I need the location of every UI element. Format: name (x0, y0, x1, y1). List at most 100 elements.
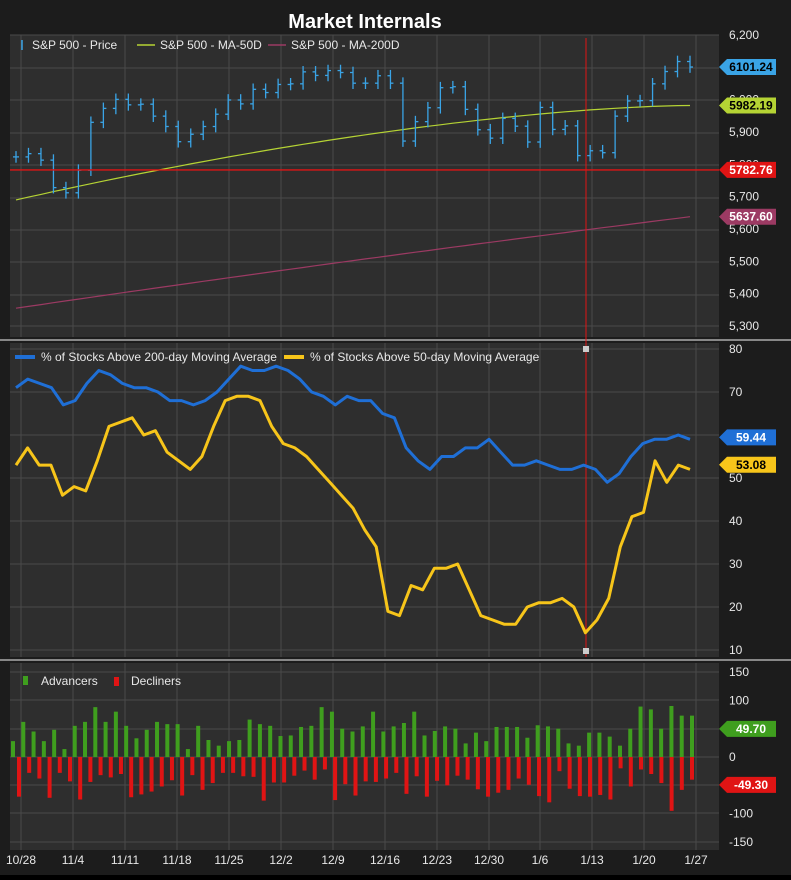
decliner-bar (567, 757, 572, 789)
price-y-tick-label: 5,600 (729, 222, 759, 236)
marker-value-tag-bg (719, 161, 776, 178)
advancer-bar (340, 728, 345, 757)
price-value-tag-text: 6101.24 (729, 60, 773, 74)
advancer-bar (473, 732, 478, 757)
decliner-bar (516, 757, 521, 779)
decliner-bar (649, 757, 654, 774)
breadth-y-tick-label: 20 (729, 600, 743, 614)
x-tick-label: 12/2 (269, 853, 293, 867)
decliner-bar (17, 757, 21, 797)
decliner-bar (557, 757, 562, 772)
advancer-bar (227, 741, 232, 757)
legend-pct200-label: % of Stocks Above 200-day Moving Average (41, 350, 277, 364)
advancer-bar (309, 725, 314, 757)
decliner-bar (384, 757, 389, 779)
ma50-value-tag: 5982.19 (719, 97, 776, 114)
decliner-bar (669, 757, 674, 811)
ma200-value-tag: 5637.60 (719, 208, 776, 225)
legend-pct50-label: % of Stocks Above 50-day Moving Average (310, 350, 540, 364)
decliner-bar (251, 757, 256, 777)
decliner-bar (57, 757, 62, 773)
advancer-bar (453, 728, 458, 757)
ma50-value-tag-bg (719, 97, 776, 114)
decliner-bar (679, 757, 684, 790)
advancer-bar (360, 726, 365, 757)
x-tick-label: 1/20 (632, 853, 656, 867)
advancer-bar (484, 741, 489, 757)
advancer-bar (103, 721, 108, 757)
pct200-value-tag-bg (719, 429, 776, 446)
advancer-bar (391, 726, 396, 757)
advancer-bar (52, 729, 57, 757)
adv-y-tick-label: 100 (729, 693, 749, 707)
decliner-bar (200, 757, 205, 790)
decliner-bar (608, 757, 613, 800)
breadth-y-tick-label: 30 (729, 557, 743, 571)
advancer-bar (669, 706, 674, 757)
advancer-bar (525, 737, 530, 757)
advancer-bar (268, 725, 273, 757)
advancer-bar (257, 724, 262, 757)
decliners-value-tag-text: -49.30 (734, 778, 768, 792)
decliner-bar (465, 757, 470, 780)
decliners-value-tag-bg (719, 776, 776, 793)
breadth-y-tick-label: 40 (729, 514, 743, 528)
decliner-bar (271, 757, 276, 783)
marker-value-tag: 5782.76 (719, 161, 776, 178)
adv-y-tick-label: -150 (729, 835, 753, 849)
adv-y-tick-label: 0 (729, 750, 736, 764)
advancer-bar (494, 726, 499, 757)
advancer-bar (21, 721, 26, 757)
decliner-bar (108, 757, 113, 778)
price-y-tick-label: 5,700 (729, 190, 759, 204)
advancer-bar (155, 721, 160, 757)
chart-title: Market Internals (288, 11, 441, 33)
legend-decliners-label: Decliners (131, 674, 181, 688)
decliner-bar (506, 757, 511, 790)
price-y-tick-label: 5,900 (729, 125, 759, 139)
advancer-bar (504, 726, 509, 757)
decliner-bar (475, 757, 480, 790)
advancers-value-tag-bg (719, 720, 776, 737)
decliner-bar (302, 757, 307, 771)
x-tick-label: 12/30 (474, 853, 504, 867)
advancer-bar (175, 724, 180, 757)
advancer-bar (134, 738, 139, 757)
advancer-bar (648, 709, 653, 757)
advancer-bar (278, 736, 283, 757)
advancer-bar (31, 731, 36, 757)
decliner-bar (139, 757, 144, 795)
decliner-bar (118, 757, 123, 774)
decliner-bar (98, 757, 103, 776)
decliner-bar (220, 757, 225, 773)
decliner-bar (353, 757, 358, 796)
decliner-bar (577, 757, 582, 797)
pct50-value-tag: 53.08 (719, 456, 776, 473)
price-panel (10, 35, 719, 337)
decliner-bar (598, 757, 603, 795)
decliner-bar (424, 757, 429, 797)
decliner-bar (659, 757, 664, 784)
decliner-bar (159, 757, 164, 787)
decliner-bar (526, 757, 531, 785)
advancer-bar (62, 749, 67, 757)
price-value-tag-bg (719, 59, 776, 76)
decliner-bar (78, 757, 83, 800)
price-y-tick-label: 5,500 (729, 254, 759, 268)
decliner-bar (322, 757, 327, 770)
decliner-bar (129, 757, 134, 798)
x-tick-label: 12/23 (422, 853, 452, 867)
advancer-bar (638, 706, 643, 757)
pct200-line (15, 364, 691, 484)
decliner-bar (414, 757, 419, 777)
ma200-value-tag-bg (719, 208, 776, 225)
advancer-bar (247, 719, 252, 757)
x-tick-label: 1/13 (580, 853, 604, 867)
pct200-value-tag-text: 59.44 (736, 430, 766, 444)
x-tick-label: 1/6 (532, 853, 549, 867)
decliner-bar (628, 757, 633, 787)
price-y-tick-label: 5,300 (729, 319, 759, 333)
advancer-bar (463, 743, 468, 757)
advancer-bar (535, 725, 540, 757)
decliner-bar (618, 757, 623, 769)
